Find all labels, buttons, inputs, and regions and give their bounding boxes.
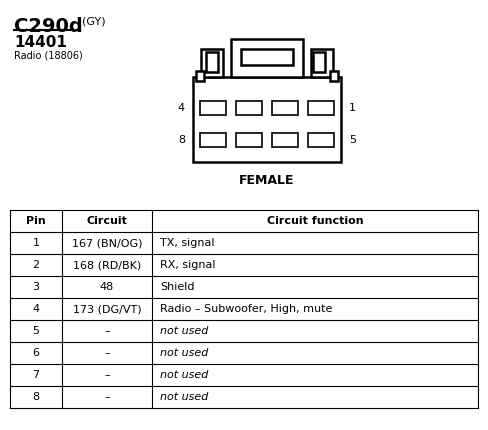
Text: 167 (BN/OG): 167 (BN/OG) <box>72 238 142 248</box>
Bar <box>330 71 338 81</box>
Bar <box>200 133 226 147</box>
Text: –: – <box>104 326 110 336</box>
Bar <box>311 49 333 77</box>
Text: TX, signal: TX, signal <box>160 238 215 248</box>
Text: not used: not used <box>160 392 208 402</box>
Text: Circuit function: Circuit function <box>266 216 363 226</box>
Text: (GY): (GY) <box>82 17 105 27</box>
Bar <box>313 52 325 72</box>
Text: Radio (18806): Radio (18806) <box>14 51 83 61</box>
Text: C290d: C290d <box>14 17 83 36</box>
Text: 8: 8 <box>32 392 40 402</box>
Bar <box>272 133 298 147</box>
Text: 6: 6 <box>33 348 40 358</box>
Bar <box>196 71 204 81</box>
Text: 2: 2 <box>32 260 40 270</box>
Bar <box>236 133 262 147</box>
Bar <box>241 49 293 65</box>
Text: not used: not used <box>160 348 208 358</box>
Bar <box>231 39 303 77</box>
Text: Circuit: Circuit <box>86 216 127 226</box>
Bar <box>272 101 298 115</box>
Bar <box>313 52 325 72</box>
Bar <box>308 101 334 115</box>
Text: Shield: Shield <box>160 282 195 292</box>
Bar <box>206 52 218 72</box>
Text: not used: not used <box>160 370 208 380</box>
Bar <box>206 52 218 72</box>
Text: 48: 48 <box>100 282 114 292</box>
Text: 5: 5 <box>349 135 356 145</box>
Text: 14401: 14401 <box>14 35 67 50</box>
Text: –: – <box>104 392 110 402</box>
Text: 1: 1 <box>349 103 356 113</box>
Text: Radio – Subwoofer, High, mute: Radio – Subwoofer, High, mute <box>160 304 332 314</box>
Text: RX, signal: RX, signal <box>160 260 216 270</box>
Text: Pin: Pin <box>26 216 46 226</box>
Bar <box>236 101 262 115</box>
Text: 1: 1 <box>33 238 40 248</box>
Text: 4: 4 <box>178 103 185 113</box>
Text: 168 (RD/BK): 168 (RD/BK) <box>73 260 141 270</box>
Bar <box>308 133 334 147</box>
Text: not used: not used <box>160 326 208 336</box>
Text: 7: 7 <box>32 370 40 380</box>
Text: FEMALE: FEMALE <box>239 174 295 187</box>
Text: 3: 3 <box>33 282 40 292</box>
Text: 5: 5 <box>33 326 40 336</box>
Bar <box>200 101 226 115</box>
Text: 173 (DG/VT): 173 (DG/VT) <box>73 304 142 314</box>
Text: 4: 4 <box>32 304 40 314</box>
Text: –: – <box>104 348 110 358</box>
Bar <box>201 49 223 77</box>
Bar <box>193 77 341 162</box>
Text: 8: 8 <box>178 135 185 145</box>
Text: –: – <box>104 370 110 380</box>
